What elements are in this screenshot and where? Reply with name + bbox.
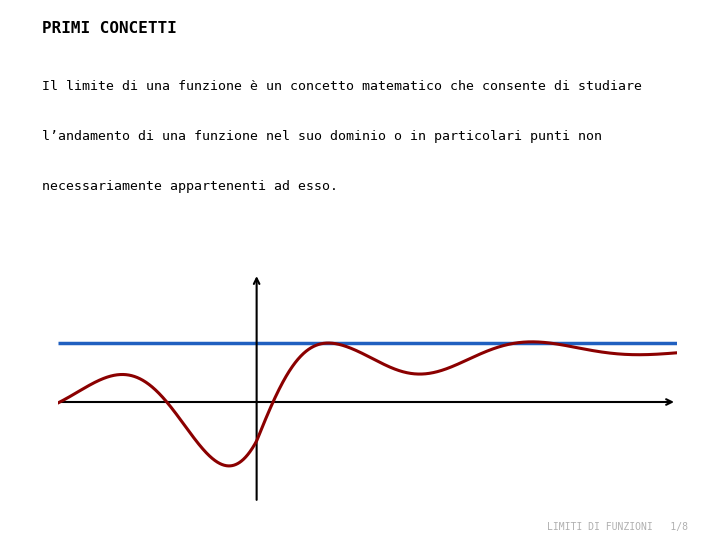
Text: l’andamento di una funzione nel suo dominio o in particolari punti non: l’andamento di una funzione nel suo domi… <box>42 130 602 143</box>
Text: PRIMI CONCETTI: PRIMI CONCETTI <box>42 21 176 36</box>
Text: LIMITI DI FUNZIONI   1/8: LIMITI DI FUNZIONI 1/8 <box>546 522 688 532</box>
Text: Il limite di una funzione è un concetto matematico che consente di studiare: Il limite di una funzione è un concetto … <box>42 80 642 93</box>
Text: necessariamente appartenenti ad esso.: necessariamente appartenenti ad esso. <box>42 180 338 193</box>
